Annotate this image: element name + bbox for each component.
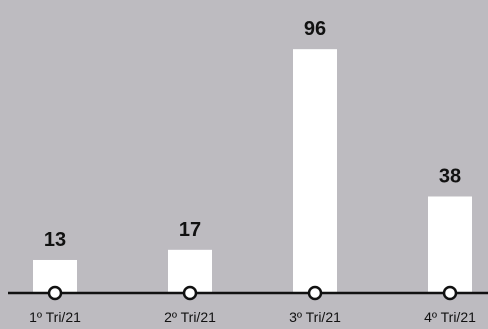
x-tick-label-3: 3º Tri/21 — [289, 309, 341, 325]
axis-marker-1 — [47, 285, 63, 301]
axis-marker-4 — [442, 285, 458, 301]
value-labels-layer: 13 17 96 38 — [44, 18, 461, 251]
bars-layer — [33, 49, 472, 293]
data-label-1: 13 — [44, 229, 66, 251]
axis-marker-3 — [307, 285, 323, 301]
tick-labels-layer: 1º Tri/21 2º Tri/21 3º Tri/21 4º Tri/21 — [29, 309, 476, 325]
axis-marker-2 — [182, 285, 198, 301]
axis-markers-layer — [47, 285, 458, 301]
x-tick-label-4: 4º Tri/21 — [424, 309, 476, 325]
bar-4 — [428, 196, 472, 293]
x-tick-label-2: 2º Tri/21 — [164, 309, 216, 325]
data-label-4: 38 — [439, 165, 461, 187]
bar-3 — [293, 49, 337, 293]
data-label-2: 17 — [179, 219, 201, 241]
x-tick-label-1: 1º Tri/21 — [29, 309, 81, 325]
data-label-3: 96 — [304, 18, 326, 40]
